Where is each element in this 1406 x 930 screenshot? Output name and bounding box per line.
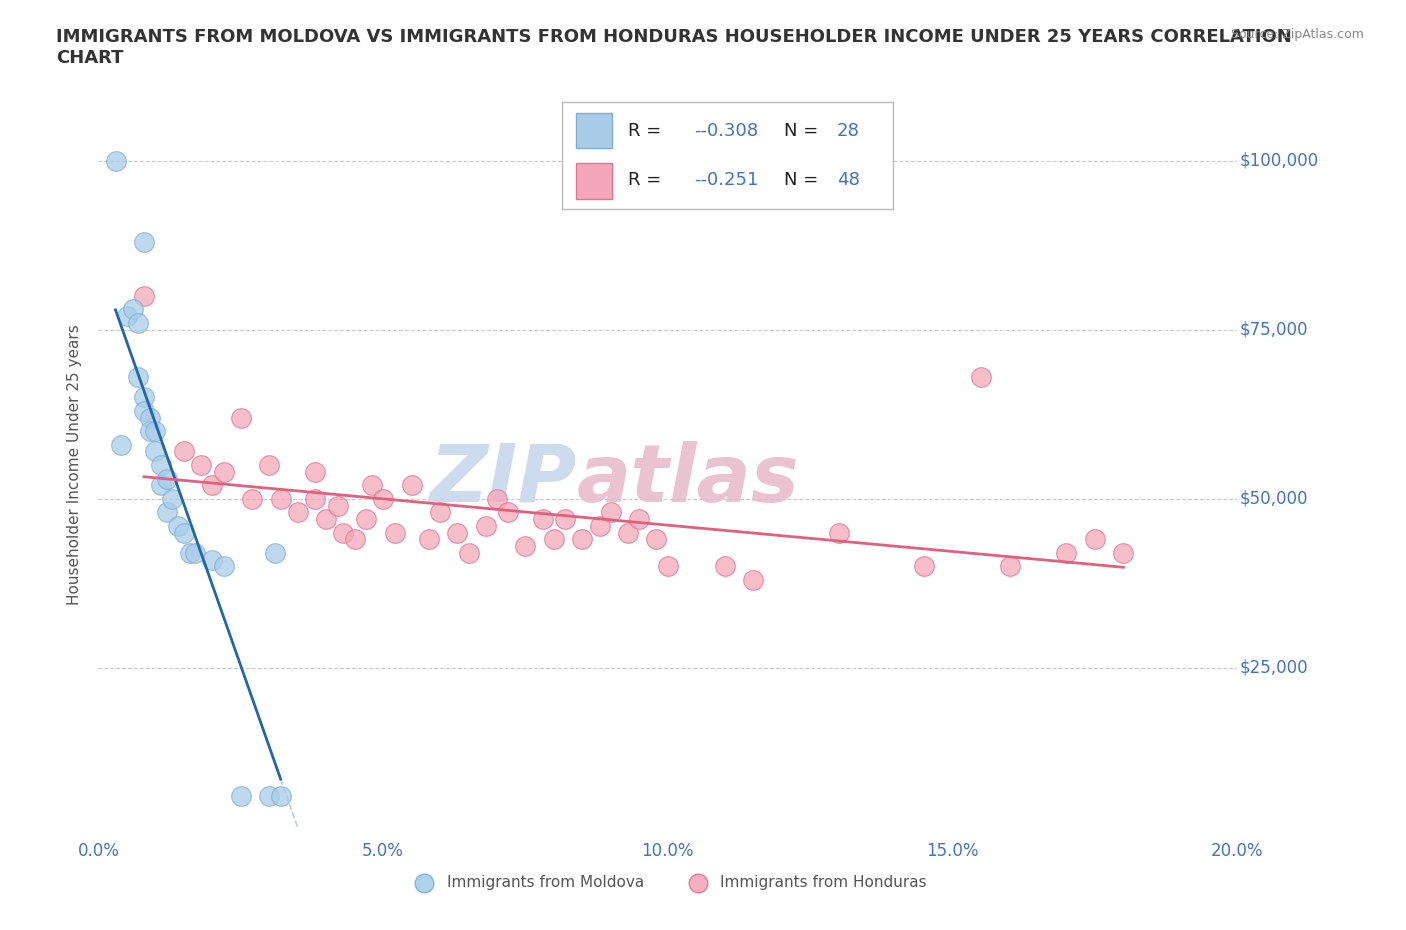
Point — [429, 505, 451, 520]
Point — [657, 559, 679, 574]
Text: 48: 48 — [837, 171, 859, 190]
Point — [259, 789, 281, 804]
Point — [600, 505, 623, 520]
Point — [912, 559, 935, 574]
Point — [343, 532, 366, 547]
Text: --0.251: --0.251 — [695, 171, 759, 190]
Point — [115, 309, 138, 324]
Text: $25,000: $25,000 — [1240, 659, 1308, 677]
Point — [360, 478, 382, 493]
Point — [127, 315, 149, 330]
Point — [150, 478, 173, 493]
Point — [418, 532, 440, 547]
Y-axis label: Householder Income Under 25 years: Householder Income Under 25 years — [67, 325, 83, 605]
Point — [270, 491, 292, 506]
FancyBboxPatch shape — [575, 164, 612, 199]
Point — [554, 512, 576, 526]
Point — [264, 546, 287, 561]
Point — [742, 573, 765, 588]
Point — [498, 505, 520, 520]
Point — [212, 464, 235, 479]
Text: $75,000: $75,000 — [1240, 321, 1308, 339]
Point — [645, 532, 668, 547]
Point — [162, 491, 184, 506]
Point — [304, 464, 326, 479]
Text: ZIP: ZIP — [429, 441, 576, 519]
Point — [828, 525, 851, 540]
Point — [714, 559, 737, 574]
Point — [998, 559, 1021, 574]
Point — [145, 424, 167, 439]
Point — [104, 153, 127, 168]
Legend: Immigrants from Moldova, Immigrants from Honduras: Immigrants from Moldova, Immigrants from… — [402, 870, 934, 897]
Point — [229, 789, 252, 804]
Point — [315, 512, 337, 526]
Point — [543, 532, 565, 547]
Point — [1056, 546, 1078, 561]
Point — [132, 404, 155, 418]
Point — [229, 410, 252, 425]
Point — [190, 458, 212, 472]
Point — [150, 458, 173, 472]
Text: Source: ZipAtlas.com: Source: ZipAtlas.com — [1230, 28, 1364, 41]
Text: atlas: atlas — [576, 441, 800, 519]
Point — [173, 444, 195, 458]
Point — [287, 505, 309, 520]
Point — [304, 491, 326, 506]
Point — [515, 538, 537, 553]
Point — [617, 525, 640, 540]
Point — [132, 288, 155, 303]
Point — [132, 390, 155, 405]
Point — [1084, 532, 1107, 547]
Point — [628, 512, 651, 526]
Point — [179, 546, 201, 561]
Point — [354, 512, 377, 526]
Point — [240, 491, 263, 506]
Point — [156, 472, 179, 486]
Point — [145, 444, 167, 458]
Point — [121, 302, 143, 317]
Point — [212, 559, 235, 574]
Point — [486, 491, 509, 506]
Point — [167, 518, 190, 533]
Point — [970, 369, 993, 384]
Point — [474, 518, 496, 533]
Point — [384, 525, 406, 540]
Point — [457, 546, 479, 561]
Text: R =: R = — [628, 122, 662, 140]
Point — [259, 458, 281, 472]
Point — [373, 491, 395, 506]
Text: IMMIGRANTS FROM MOLDOVA VS IMMIGRANTS FROM HONDURAS HOUSEHOLDER INCOME UNDER 25 : IMMIGRANTS FROM MOLDOVA VS IMMIGRANTS FR… — [56, 28, 1292, 67]
Point — [127, 369, 149, 384]
Point — [571, 532, 593, 547]
Point — [156, 505, 179, 520]
Text: 28: 28 — [837, 122, 859, 140]
Point — [201, 552, 224, 567]
Point — [326, 498, 349, 513]
Point — [138, 410, 160, 425]
Point — [332, 525, 354, 540]
Point — [184, 546, 207, 561]
Point — [138, 424, 160, 439]
Point — [1112, 546, 1135, 561]
Text: $100,000: $100,000 — [1240, 152, 1319, 169]
Text: N =: N = — [783, 122, 818, 140]
Text: R =: R = — [628, 171, 662, 190]
Point — [270, 789, 292, 804]
Point — [588, 518, 610, 533]
Point — [446, 525, 468, 540]
FancyBboxPatch shape — [575, 113, 612, 148]
Point — [110, 437, 132, 452]
Text: N =: N = — [783, 171, 818, 190]
Point — [132, 234, 155, 249]
Text: --0.308: --0.308 — [695, 122, 759, 140]
Point — [401, 478, 423, 493]
Point — [531, 512, 554, 526]
Point — [201, 478, 224, 493]
Point — [173, 525, 195, 540]
Text: $50,000: $50,000 — [1240, 490, 1308, 508]
